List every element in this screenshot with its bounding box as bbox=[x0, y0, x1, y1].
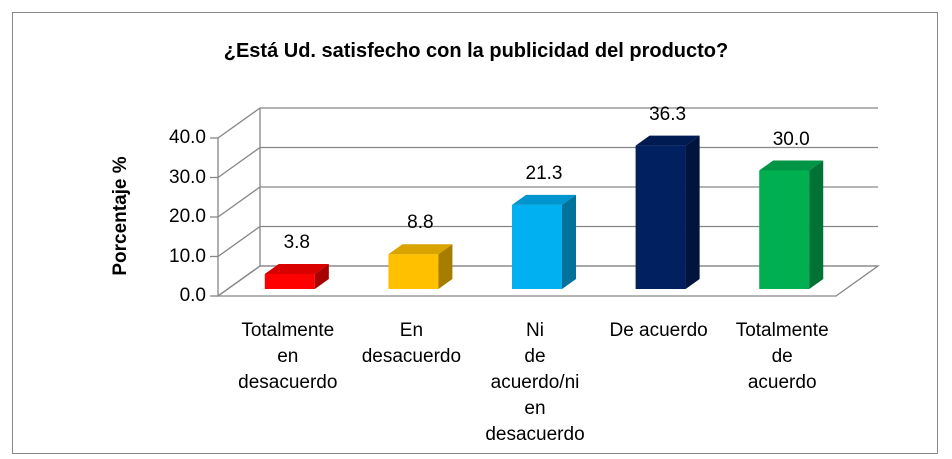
bar-side-shade bbox=[438, 244, 453, 289]
bar-top-shade bbox=[635, 135, 700, 146]
value-label: 21.3 bbox=[525, 162, 563, 184]
bar-side bbox=[685, 135, 700, 289]
value-label: 3.8 bbox=[283, 231, 310, 253]
x-tick-label: En desacuerdo bbox=[361, 320, 462, 367]
bar bbox=[264, 273, 315, 289]
bar-side bbox=[314, 263, 329, 289]
value-label: 30.0 bbox=[772, 128, 810, 150]
bar bbox=[759, 170, 810, 289]
bar-side-shade bbox=[809, 160, 824, 289]
bar-side-shade bbox=[685, 135, 700, 289]
bar-top-shade bbox=[388, 244, 453, 255]
grid-line bbox=[217, 107, 878, 139]
bar bbox=[512, 204, 562, 289]
y-tick-label: 10.0 bbox=[169, 245, 206, 267]
bar-top-shade bbox=[512, 194, 576, 205]
bar-top bbox=[635, 135, 700, 146]
bar-side bbox=[809, 160, 824, 289]
value-label: 36.3 bbox=[649, 103, 687, 125]
x-tick-label: Totalmente de acuerdo bbox=[735, 320, 829, 393]
chart-title: ¿Está Ud. satisfecho con la publicidad d… bbox=[223, 40, 729, 62]
bar bbox=[388, 254, 439, 289]
chart-frame bbox=[12, 12, 938, 454]
x-tick-label: De acuerdo bbox=[609, 320, 708, 341]
x-tick-label: Ni de acuerdo/ni en desacuerdo bbox=[485, 320, 585, 445]
bar-top-shade bbox=[264, 263, 329, 274]
bar-side bbox=[438, 244, 453, 289]
bar-top bbox=[388, 244, 453, 255]
value-label: 8.8 bbox=[407, 212, 434, 234]
y-tick-label: 40.0 bbox=[169, 127, 206, 148]
bar-side-shade bbox=[314, 263, 329, 289]
bar-top bbox=[264, 263, 329, 274]
y-tick-label: 30.0 bbox=[169, 166, 206, 188]
bar-top bbox=[512, 194, 576, 205]
y-tick-label: 20.0 bbox=[169, 206, 206, 227]
bar bbox=[635, 145, 686, 289]
x-tick-label: Totalmente en desacuerdo bbox=[238, 320, 338, 393]
bar-side-shade bbox=[562, 194, 576, 289]
bar-side bbox=[562, 194, 576, 289]
bar-top bbox=[759, 160, 824, 171]
y-tick-label: 0.0 bbox=[179, 285, 206, 306]
bar-top-shade bbox=[759, 160, 824, 171]
